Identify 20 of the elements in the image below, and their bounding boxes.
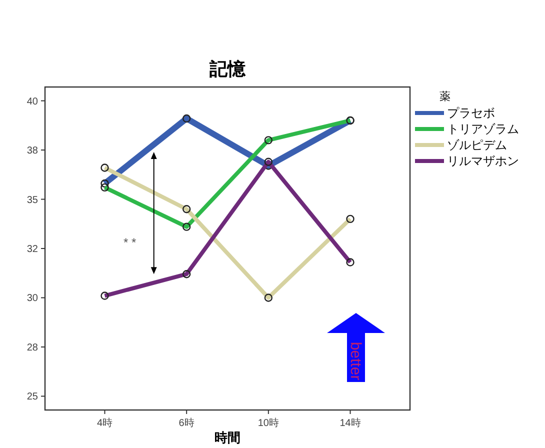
x-tick-label: 6時 bbox=[178, 417, 194, 429]
y-tick-label: 38 bbox=[26, 146, 38, 157]
annotation: * * bbox=[124, 236, 137, 250]
chart-title: 記憶 bbox=[208, 59, 246, 79]
annotation: better bbox=[347, 342, 364, 380]
y-tick-label: 32 bbox=[26, 244, 38, 255]
x-tick-label: 4時 bbox=[96, 417, 113, 429]
x-axis-title: 時間 bbox=[214, 430, 240, 445]
legend-label: トリアゾラム bbox=[447, 122, 519, 136]
legend-title: 薬 bbox=[440, 90, 450, 103]
y-tick-label: 40 bbox=[26, 96, 38, 108]
legend-label: ゾルピデム bbox=[447, 138, 507, 152]
y-tick-label: 35 bbox=[26, 194, 38, 206]
x-tick-label: 14時 bbox=[340, 417, 361, 429]
legend-label: リルマザホン bbox=[447, 154, 519, 168]
y-tick-label: 30 bbox=[26, 293, 38, 304]
y-tick-label: 28 bbox=[26, 342, 38, 354]
y-tick-label: 25 bbox=[26, 392, 38, 403]
legend-label: プラセボ bbox=[447, 106, 495, 120]
x-tick-label: 10時 bbox=[258, 417, 279, 429]
